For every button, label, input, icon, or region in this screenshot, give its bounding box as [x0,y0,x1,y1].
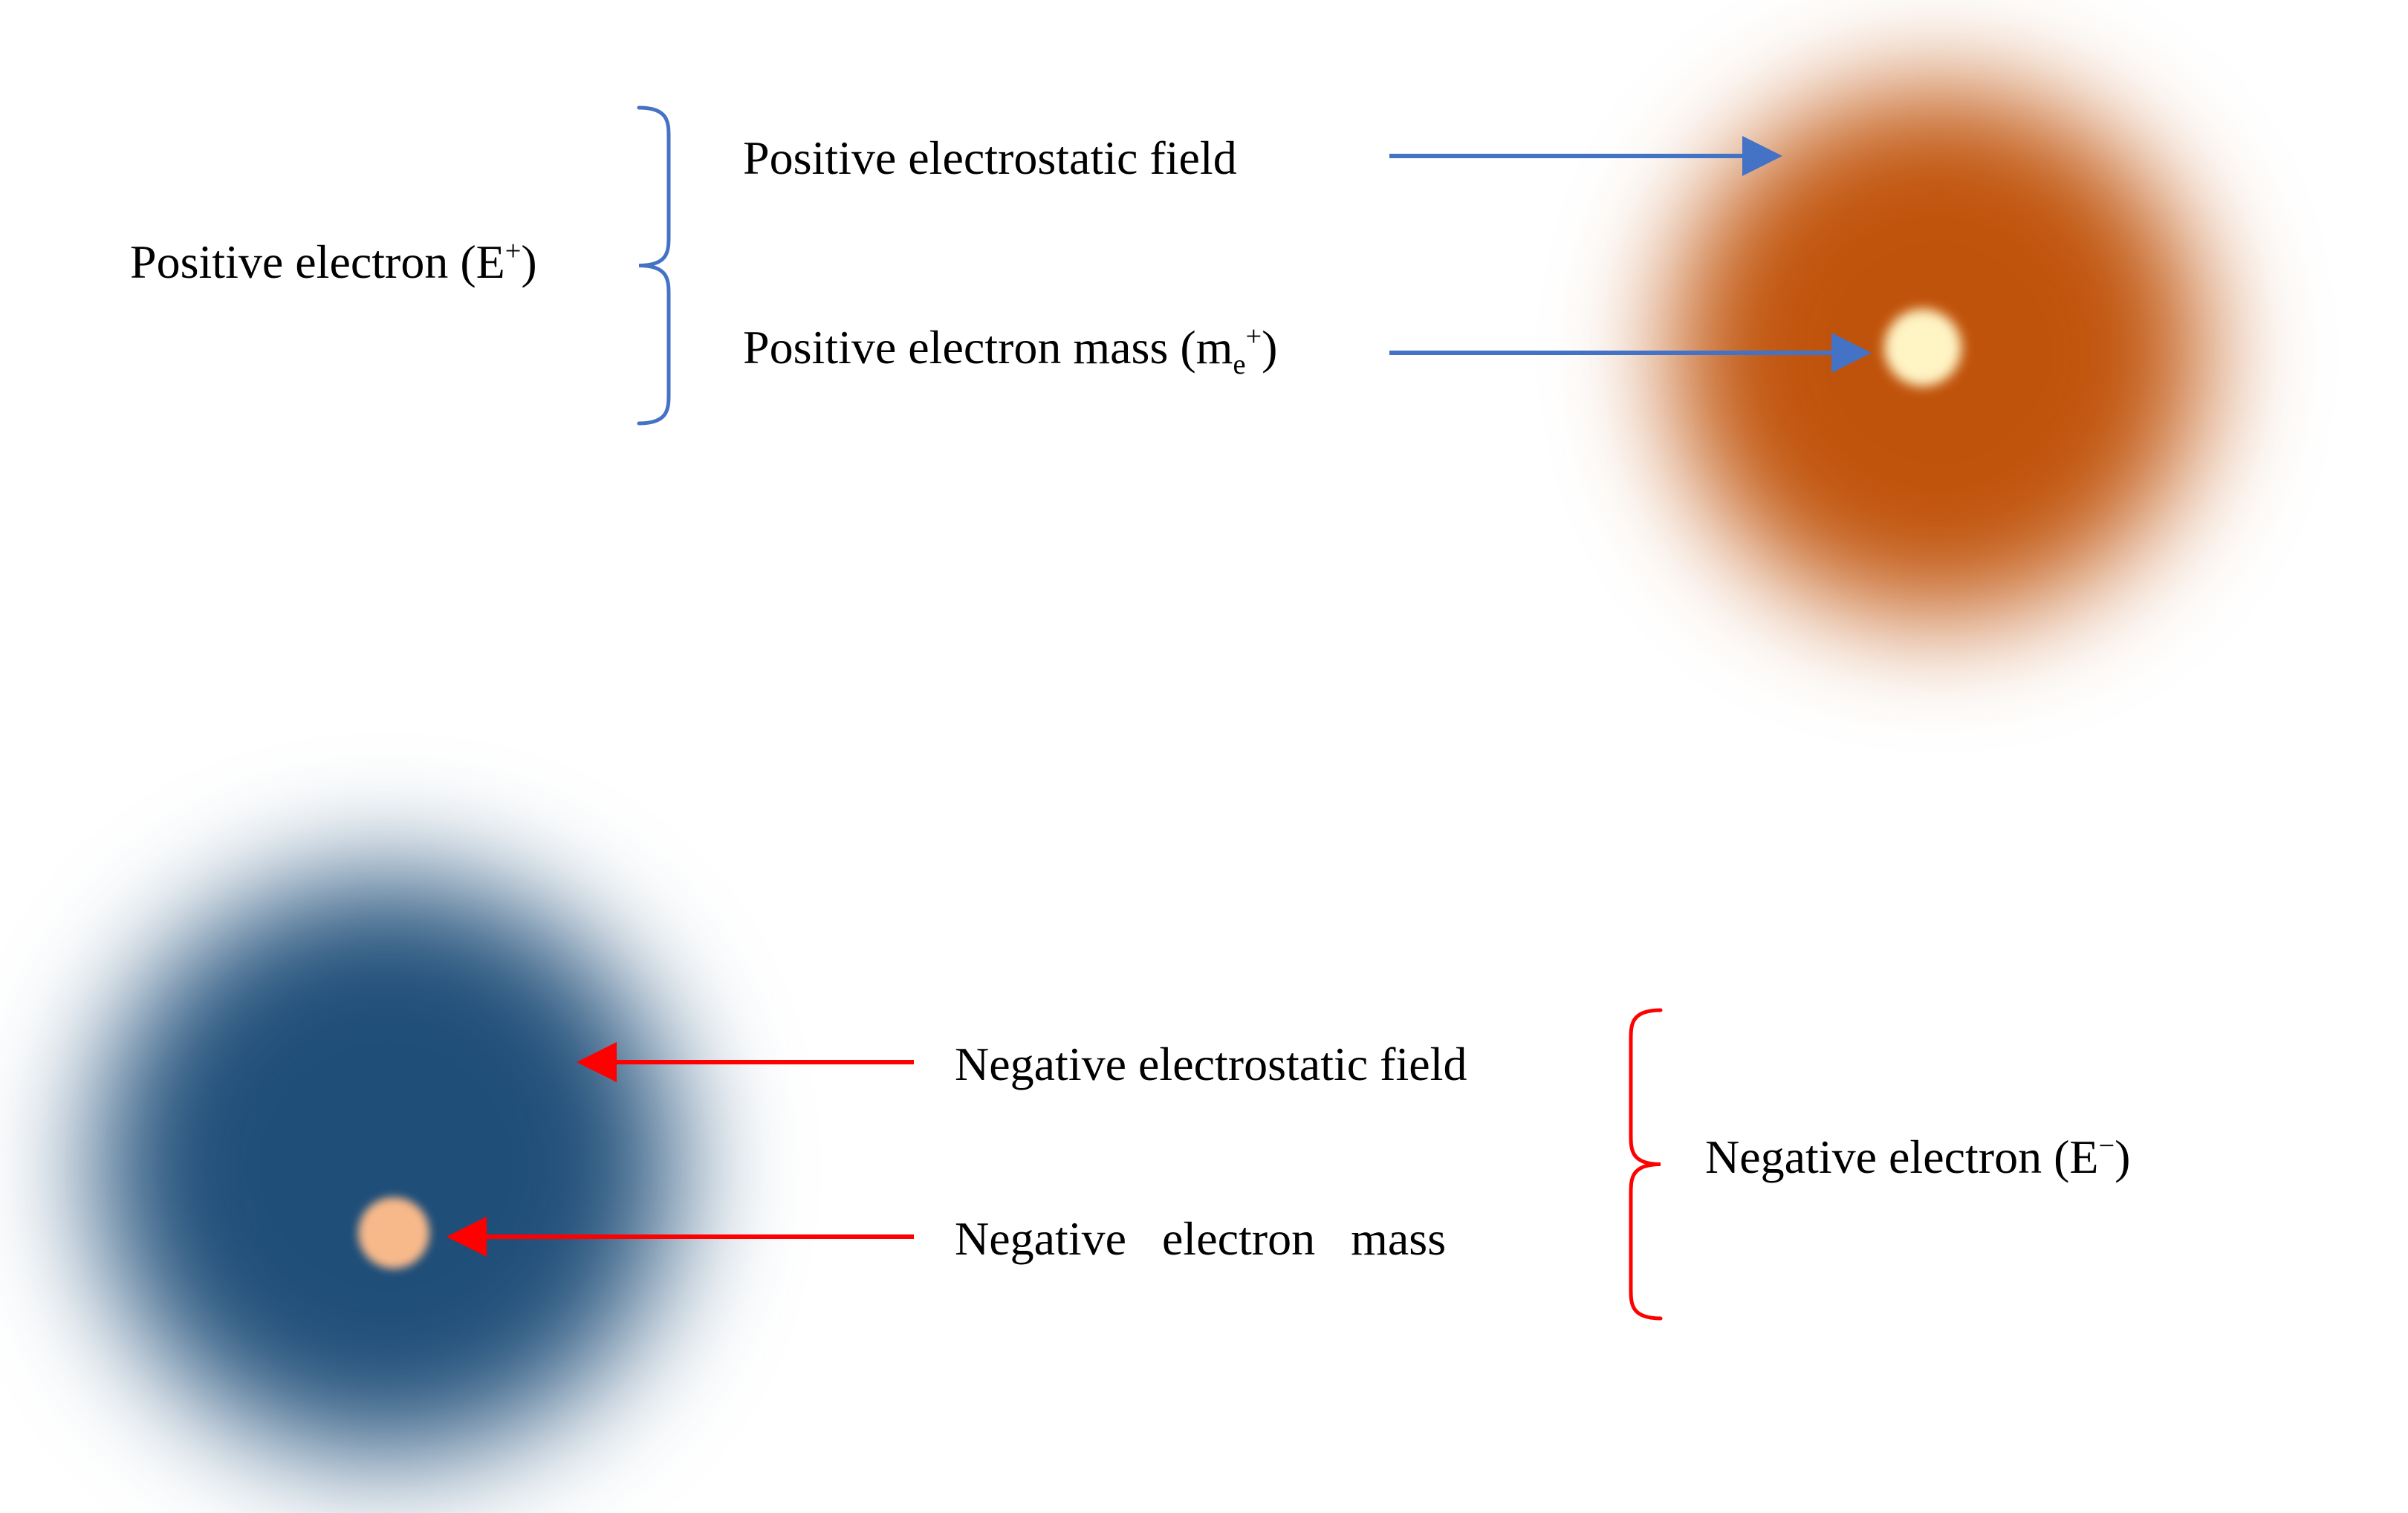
diagram-canvas: Positive electron (E+) Positive electros… [0,0,2408,1513]
electron-field-glow [74,854,698,1478]
positron-mass-label: Positive electron mass (me+) [743,319,1277,382]
electron-core [358,1197,429,1269]
electron-brace [1631,1010,1661,1318]
positron-title: Positive electron (E+) [130,234,537,291]
positron-brace [639,108,669,423]
positron-core [1884,309,1961,386]
electron-mass-label: Negative electron mass [955,1211,1446,1268]
positron-field-label: Positive electrostatic field [743,130,1237,187]
electron-field-label: Negative electrostatic field [955,1036,1467,1093]
electron-title: Negative electron (E−) [1705,1129,2130,1186]
